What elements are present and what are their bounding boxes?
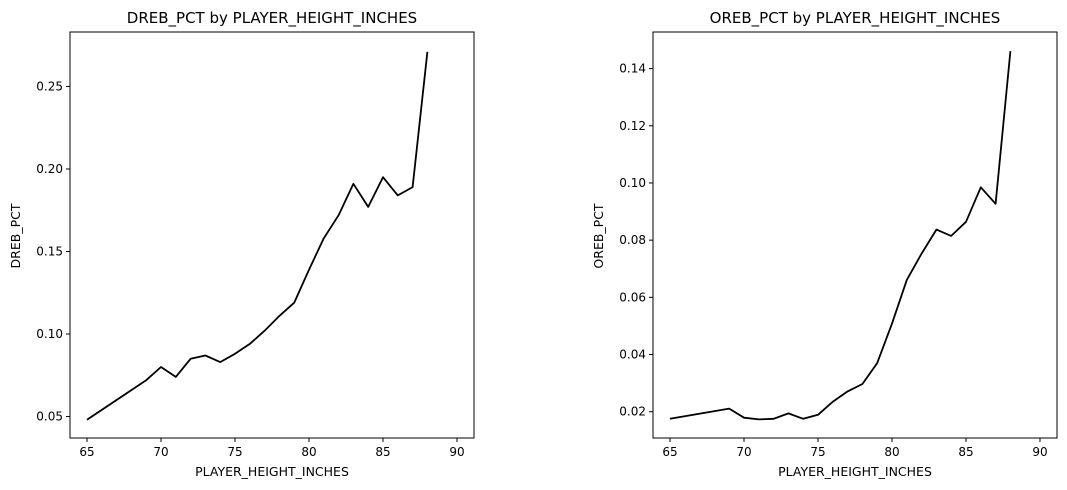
dreb-x-tick-label: 70 [153,445,168,459]
oreb-x-tick-label: 70 [736,445,751,459]
dreb-x-tick-label: 90 [449,445,464,459]
oreb-y-tick-label: 0.02 [619,405,646,419]
dreb-y-tick-label: 0.15 [36,245,63,259]
oreb-y-tick-label: 0.14 [619,62,646,76]
dreb-x-tick-label: 75 [227,445,242,459]
dreb-y-tick-label: 0.20 [36,162,63,176]
oreb-y-tick-label: 0.12 [619,119,646,133]
dreb-series-line [86,51,429,421]
dreb-chart-title: DREB_PCT by PLAYER_HEIGHT_INCHES [127,9,417,28]
oreb-chart-title: OREB_PCT by PLAYER_HEIGHT_INCHES [710,9,1001,28]
oreb-chart: OREB_PCT by PLAYER_HEIGHT_INCHES 65 70 75 8… [591,9,1058,479]
oreb-x-tick-label: 85 [958,445,973,459]
dreb-plot-frame [69,31,475,439]
oreb-y-tick-label: 0.04 [619,348,646,362]
oreb-ticks: 65 70 75 80 85 90 0.02 0.04 0.06 0.08 0.10 0.12 0.14 [619,62,1047,459]
oreb-x-tick-label: 65 [662,445,677,459]
oreb-x-tick-label: 80 [884,445,899,459]
dreb-x-tick-label: 65 [79,445,94,459]
dreb-ticks: 65 70 75 80 85 90 0.05 0.10 0.15 0.20 0.25 [36,79,464,459]
dreb-y-tick-label: 0.10 [36,327,63,341]
oreb-y-axis-label: OREB_PCT [591,203,606,269]
dreb-y-axis-label: DREB_PCT [8,203,23,268]
oreb-plot-frame [652,31,1058,439]
oreb-series-line [669,51,1012,421]
oreb-y-tick-label: 0.10 [619,176,646,190]
dreb-y-tick-label: 0.25 [36,79,63,93]
dreb-chart: DREB_PCT by PLAYER_HEIGHT_INCHES 65 70 75 8… [8,9,475,479]
dreb-x-tick-label: 85 [375,445,390,459]
dreb-x-tick-label: 80 [301,445,316,459]
oreb-y-tick-label: 0.06 [619,290,646,304]
oreb-x-tick-label: 75 [810,445,825,459]
dreb-y-tick-label: 0.05 [36,410,63,424]
oreb-x-tick-label: 90 [1032,445,1047,459]
oreb-y-tick-label: 0.08 [619,233,646,247]
dreb-x-axis-label: PLAYER_HEIGHT_INCHES [195,464,349,479]
oreb-x-axis-label: PLAYER_HEIGHT_INCHES [778,464,932,479]
